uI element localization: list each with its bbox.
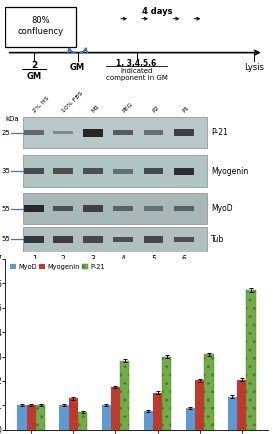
Bar [102, 405, 111, 430]
Bar [24, 168, 44, 174]
Bar [144, 237, 164, 243]
Bar [174, 237, 194, 243]
Bar [78, 412, 87, 430]
Bar [24, 236, 44, 243]
Text: M1: M1 [91, 104, 101, 114]
Bar [174, 168, 194, 175]
Bar [246, 290, 256, 430]
Text: 5: 5 [151, 255, 156, 264]
Text: Myogenin: Myogenin [211, 167, 248, 176]
Bar [23, 155, 207, 187]
Text: 1: 1 [32, 255, 37, 264]
Bar [83, 237, 103, 243]
Text: 25: 25 [1, 130, 10, 136]
Text: 55: 55 [1, 237, 10, 243]
Bar [114, 169, 133, 174]
Text: 4: 4 [121, 255, 126, 264]
Bar [114, 130, 133, 135]
Bar [144, 411, 153, 430]
Bar [24, 205, 44, 212]
Bar [114, 237, 133, 243]
Text: P1: P1 [182, 105, 190, 114]
Bar [17, 405, 27, 430]
Bar [186, 408, 195, 430]
Text: 55: 55 [1, 206, 10, 211]
Text: Lysis: Lysis [244, 63, 265, 72]
Bar [24, 130, 44, 135]
Text: MyoD: MyoD [211, 204, 233, 213]
Bar [60, 405, 69, 430]
Bar [120, 361, 129, 430]
Text: P-21: P-21 [211, 128, 228, 137]
Bar [83, 168, 103, 174]
Bar [114, 206, 133, 211]
Bar [36, 405, 45, 430]
Bar [144, 207, 164, 210]
Bar [237, 380, 246, 430]
Bar [23, 227, 207, 252]
Bar [83, 205, 103, 212]
Text: kDa: kDa [5, 115, 19, 122]
Bar [69, 398, 78, 430]
Text: 80%
confluency: 80% confluency [18, 16, 64, 36]
Legend: MyoD, Myogenin, P-21: MyoD, Myogenin, P-21 [9, 262, 106, 271]
Text: PEG: PEG [121, 102, 133, 114]
Bar [144, 168, 164, 174]
Text: 2: 2 [61, 255, 66, 264]
Bar [153, 393, 162, 430]
Bar [111, 387, 120, 430]
Text: GM: GM [27, 72, 42, 81]
Bar [162, 356, 171, 430]
Bar [195, 381, 204, 430]
FancyBboxPatch shape [5, 7, 76, 47]
Bar [144, 130, 164, 135]
Bar [53, 168, 73, 174]
Text: 6: 6 [181, 255, 186, 264]
Bar [23, 193, 207, 224]
Text: Tub: Tub [211, 235, 224, 244]
Text: 10% FBS: 10% FBS [61, 91, 84, 114]
Text: Indicated
component in GM: Indicated component in GM [106, 68, 167, 81]
Bar [53, 236, 73, 243]
Bar [53, 131, 73, 135]
Bar [204, 354, 213, 430]
Bar [23, 117, 207, 148]
Text: 2% HS: 2% HS [32, 95, 50, 114]
Bar [174, 129, 194, 136]
Text: P2: P2 [151, 105, 160, 114]
Bar [53, 206, 73, 211]
Text: 4 days: 4 days [142, 7, 173, 16]
Bar [83, 129, 103, 137]
Bar [174, 206, 194, 211]
Text: 35: 35 [1, 168, 10, 174]
Text: GM: GM [70, 63, 85, 72]
Text: 1, 3,4,5,6: 1, 3,4,5,6 [116, 59, 157, 68]
Text: 3: 3 [91, 255, 96, 264]
Bar [27, 405, 36, 430]
Bar [228, 397, 237, 430]
Text: 2: 2 [31, 61, 37, 70]
